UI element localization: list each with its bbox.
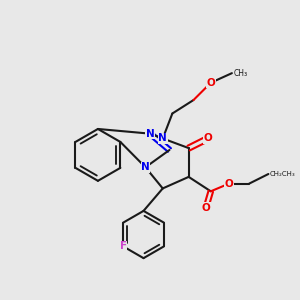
Text: N: N (141, 162, 150, 172)
Text: O: O (225, 178, 233, 189)
Text: O: O (202, 202, 210, 213)
Text: F: F (119, 241, 127, 251)
Text: N: N (146, 129, 154, 139)
Text: CH₂CH₃: CH₂CH₃ (270, 171, 296, 177)
Text: O: O (203, 134, 212, 143)
Text: CH₃: CH₃ (233, 69, 248, 78)
Text: N: N (158, 134, 167, 143)
Text: O: O (206, 78, 215, 88)
